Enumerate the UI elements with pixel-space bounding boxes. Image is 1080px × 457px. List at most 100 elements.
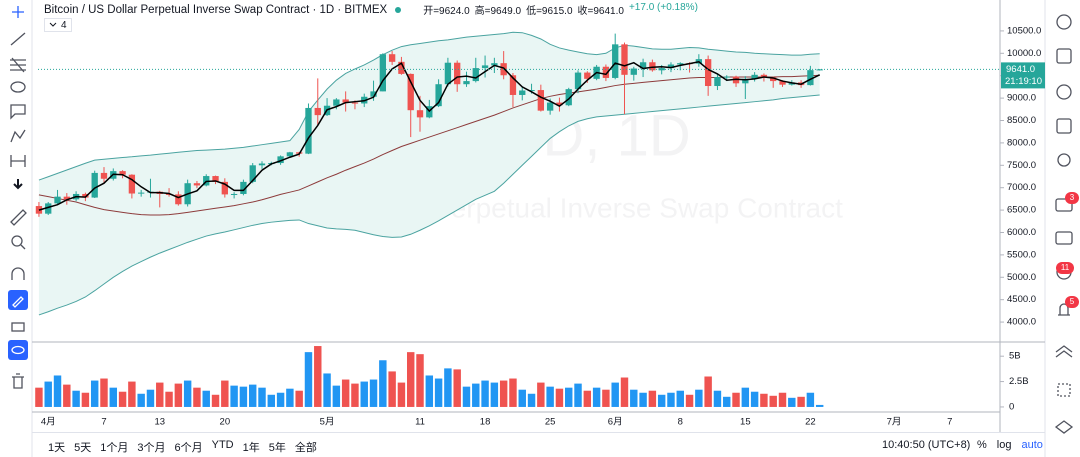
volume-bar (555, 388, 564, 407)
candle-body (388, 54, 396, 62)
volume-bar (156, 382, 164, 407)
x-tick-label: 13 (154, 417, 165, 428)
candle-body (537, 90, 545, 111)
zoom-icon[interactable] (11, 235, 23, 247)
range-button[interactable]: YTD (211, 439, 234, 451)
fib-icon[interactable] (10, 57, 26, 73)
band-upper (38, 31, 820, 181)
range-button[interactable]: 1天 (48, 442, 66, 454)
chevron (49, 22, 57, 27)
volume-bar (713, 390, 722, 407)
volume-bar (509, 378, 517, 407)
range-button[interactable]: 3个月 (137, 442, 166, 454)
y-tick-label: 8000.0 (1007, 137, 1036, 148)
candle-body (305, 107, 312, 154)
candle-body (333, 99, 340, 106)
data-window-icon[interactable] (1054, 420, 1074, 434)
symbol-title[interactable]: Bitcoin / US Dollar Perpetual Inverse Sw… (44, 3, 388, 16)
volume-bar (397, 382, 406, 407)
volume-bar (230, 385, 238, 407)
scale-option[interactable]: % (977, 439, 987, 451)
ideas-icon[interactable] (1057, 153, 1071, 167)
volume-bar (815, 404, 824, 407)
candle-body (249, 165, 256, 182)
volume-bar (769, 395, 777, 407)
clock[interactable]: 10:40:50 (UTC+8) (882, 439, 971, 451)
y-tick-label: 10000.0 (1007, 48, 1041, 59)
history-icon[interactable] (1056, 84, 1072, 100)
candle-body (240, 181, 247, 194)
indicator-toggle[interactable]: 4 (44, 18, 72, 32)
streams-badge: 11 (1056, 262, 1074, 274)
candle-body (816, 69, 823, 71)
candle-body (91, 172, 98, 198)
calendar-icon[interactable] (1056, 118, 1072, 134)
object-tree-icon[interactable] (1057, 383, 1071, 397)
scale-option[interactable]: log (996, 439, 1012, 451)
y-tick-label: 4000.0 (1007, 317, 1036, 328)
range-button[interactable]: 5天 (74, 442, 92, 454)
messages-icon[interactable] (1055, 231, 1073, 245)
volume-bar (472, 383, 480, 407)
candle-body (602, 66, 610, 78)
magnet-icon[interactable] (11, 267, 25, 280)
layers-icon[interactable] (1055, 345, 1073, 358)
range-button[interactable]: 1个月 (100, 442, 129, 454)
ohlc-values: 开=9624.0 高=9649.0 低=9615.0 收=9641.0 +17.… (423, 2, 698, 17)
range-button[interactable]: 全部 (294, 442, 317, 454)
volume-bar (72, 390, 80, 407)
trash-icon[interactable] (12, 373, 24, 389)
candle-body (723, 76, 730, 78)
range-button[interactable]: 1年 (242, 442, 260, 454)
shape-icon[interactable] (10, 81, 26, 93)
prediction-icon[interactable] (10, 155, 26, 167)
volume-bar (304, 352, 313, 407)
x-tick-label: 4月 (41, 417, 56, 428)
volume-bar (592, 387, 601, 407)
candle-body (770, 77, 777, 82)
volume-bar (639, 392, 647, 407)
volume-bar (444, 368, 452, 407)
volume-bar (453, 369, 461, 407)
y-tick-label: 0 (1009, 401, 1014, 412)
arrow-icon[interactable] (13, 179, 23, 190)
volume-bar (258, 387, 266, 407)
visibility-button[interactable] (8, 340, 28, 360)
alarm-icon[interactable] (1056, 14, 1072, 30)
trendline-icon[interactable] (10, 32, 26, 46)
candle-body (398, 61, 405, 74)
crosshair-icon[interactable] (12, 6, 24, 18)
candle-body (193, 183, 201, 186)
close-value: 收=9641.0 (577, 6, 624, 17)
volume-bar (53, 375, 62, 407)
indicator-count: 4 (61, 19, 67, 31)
y-tick-label: 5B (1009, 351, 1021, 362)
ruler-icon[interactable] (10, 209, 27, 226)
candle-body (175, 194, 182, 205)
chat-icon[interactable] (1055, 198, 1073, 212)
right-sidebar (1054, 14, 1074, 434)
volume-bar (183, 380, 192, 407)
scale-options: % log auto (977, 439, 1043, 451)
text-icon[interactable] (10, 104, 26, 120)
candle-body (286, 152, 294, 157)
price-tag: 9641.0 (1006, 64, 1035, 75)
x-tick-label: 20 (220, 417, 231, 428)
pattern-icon[interactable] (10, 129, 26, 143)
y-tick-label: 6500.0 (1007, 205, 1036, 216)
volume-bar (128, 381, 136, 407)
lock-icon[interactable] (11, 322, 25, 332)
range-button[interactable]: 6个月 (174, 442, 203, 454)
volume-bar (360, 381, 368, 407)
candle-body (165, 193, 173, 195)
candle-body (584, 72, 591, 79)
y-tick-label: 8500.0 (1007, 115, 1036, 126)
watchlist-icon[interactable] (1056, 48, 1072, 64)
volume-bar (648, 390, 657, 407)
scale-option[interactable]: auto (1021, 439, 1043, 451)
notifications-icon[interactable] (1058, 303, 1070, 316)
volume-bar (499, 380, 508, 407)
range-button[interactable]: 5年 (268, 442, 286, 454)
volume-bar (341, 379, 350, 407)
